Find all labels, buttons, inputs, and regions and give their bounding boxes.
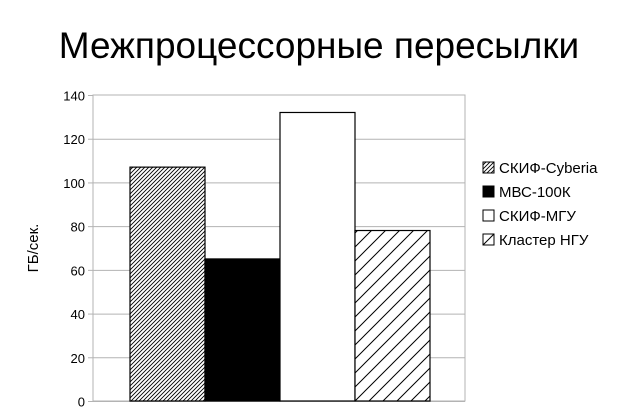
legend-label: МВС-100К (499, 184, 571, 201)
bar-series-1 (129, 166, 206, 402)
legend: СКИФ-Cyberia МВС-100К СКИФ-МГУ Кластер НГУ (482, 160, 598, 249)
bars (129, 111, 431, 402)
legend-swatch (482, 209, 495, 222)
bar-series-2 (204, 258, 281, 402)
y-tick-label: 20 (71, 351, 85, 366)
y-axis-label: ГБ/сек. (25, 224, 42, 273)
legend-label: СКИФ-Cyberia (499, 160, 598, 177)
y-tick-label: 60 (71, 263, 85, 278)
legend-label: Кластер НГУ (499, 232, 589, 249)
y-tick-label: 80 (71, 220, 85, 235)
y-tick-label: 120 (63, 132, 85, 147)
bar-series-4 (354, 229, 431, 402)
y-tick-label: 140 (63, 89, 85, 104)
y-tick-label: 0 (78, 395, 85, 410)
y-tick-label: 100 (63, 176, 85, 191)
y-tick-label: 40 (71, 307, 85, 322)
legend-swatch (482, 233, 495, 246)
legend-label: СКИФ-МГУ (499, 208, 576, 225)
legend-swatch (482, 185, 495, 198)
legend-swatch (482, 161, 495, 174)
bar-series-3 (279, 111, 356, 402)
chart-title: Межпроцессорные пересылки (58, 25, 580, 66)
